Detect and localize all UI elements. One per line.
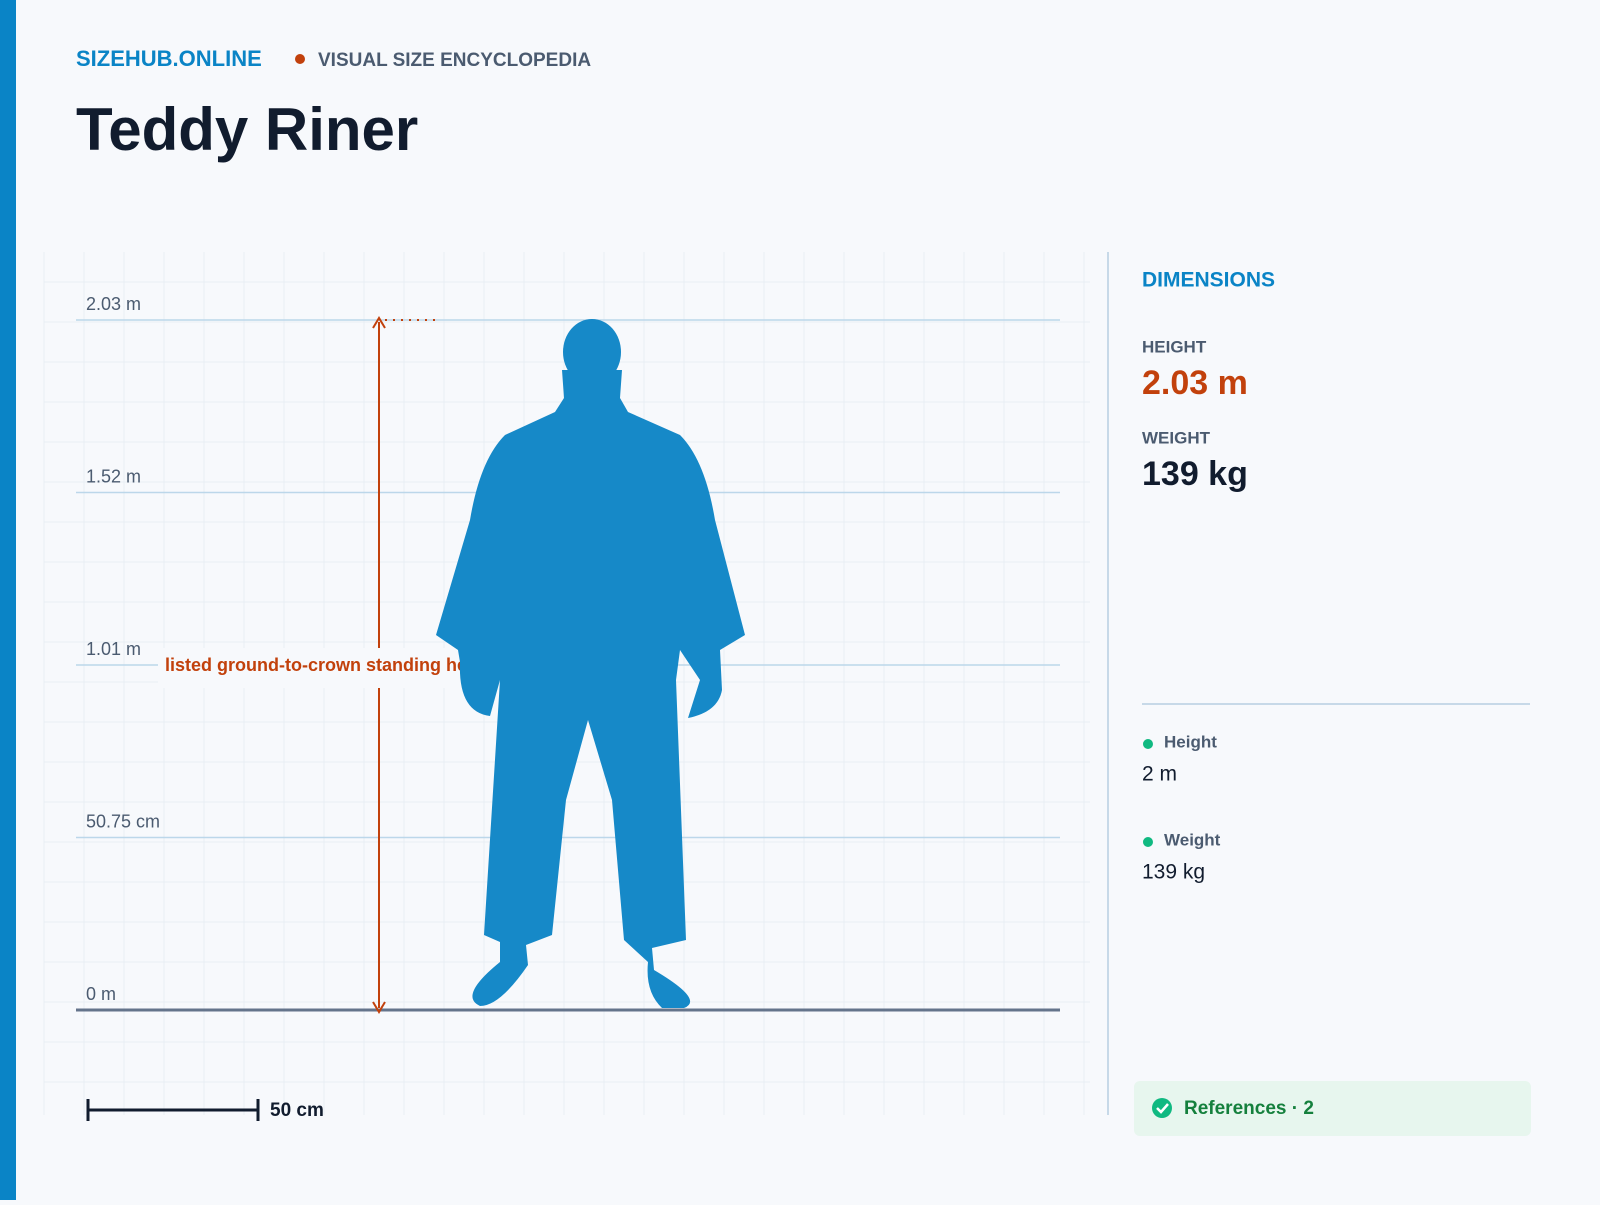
check-mark — [1156, 1103, 1169, 1114]
fact-label: Weight — [1164, 830, 1221, 849]
fact-value: 2 m — [1142, 763, 1177, 786]
references-link[interactable]: References · 2 — [1184, 1098, 1314, 1119]
page-title: Teddy Riner — [76, 96, 418, 163]
accent-bar — [0, 0, 16, 1200]
stat-label: WEIGHT — [1142, 428, 1211, 447]
annotation: listed ground-to-crown standing height — [165, 655, 500, 675]
check-icon — [1152, 1098, 1172, 1118]
scale-label: 0 m — [86, 984, 116, 1004]
stat-label: HEIGHT — [1142, 337, 1207, 356]
separator-dot — [295, 54, 305, 64]
scale-bar-label: 50 cm — [270, 1100, 324, 1121]
scale-label: 2.03 m — [86, 294, 141, 314]
silhouette — [436, 319, 745, 1008]
tagline: VISUAL SIZE ENCYCLOPEDIA — [318, 50, 591, 71]
scale-label: 1.01 m — [86, 639, 141, 659]
annotation-bg — [158, 648, 478, 688]
brand[interactable]: SIZEHUB.ONLINE — [76, 46, 262, 71]
references-box[interactable] — [1134, 1081, 1531, 1136]
stat-value: 2.03 m — [1142, 364, 1248, 402]
sidebar-heading: DIMENSIONS — [1142, 269, 1275, 292]
scale-label: 50.75 cm — [86, 811, 160, 831]
scale-bar — [86, 1099, 260, 1121]
fact-dot — [1143, 739, 1153, 749]
arrow-heads — [372, 316, 386, 1014]
stat-value: 139 kg — [1142, 455, 1248, 493]
fact-value: 139 kg — [1142, 861, 1205, 884]
fact-dot — [1143, 837, 1153, 847]
fact-label: Height — [1164, 732, 1217, 751]
scale-label: 1.52 m — [86, 466, 141, 486]
